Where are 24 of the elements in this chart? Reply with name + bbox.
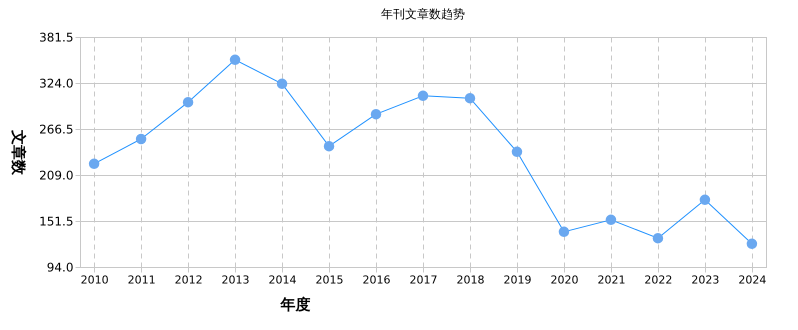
x-tick-label: 2011 — [128, 274, 156, 286]
y-tick-label: 266.5 — [39, 122, 74, 136]
x-tick-label: 2024 — [738, 274, 766, 286]
x-tick-label: 2016 — [362, 274, 391, 286]
y-tick-label: 209.0 — [39, 168, 74, 182]
x-tick-label: 2023 — [691, 274, 720, 286]
y-tick-label: 151.5 — [39, 214, 74, 228]
x-tick-label: 2019 — [503, 274, 532, 286]
chart-title: 年刊文章数趋势 — [381, 7, 465, 21]
x-tick-label: 2012 — [174, 274, 203, 286]
x-tick-label: 2014 — [268, 274, 297, 286]
x-tick-label: 2022 — [644, 274, 672, 286]
x-tick-label: 2020 — [550, 274, 578, 286]
y-axis-title: 文章数 — [10, 129, 28, 176]
x-tick-label: 2017 — [410, 274, 438, 286]
x-tick-label: 2015 — [316, 274, 344, 286]
x-tick-label: 2021 — [597, 274, 626, 286]
y-tick-label: 324.0 — [39, 76, 74, 90]
y-tick-label: 94.0 — [46, 260, 74, 274]
y-tick-label: 381.5 — [39, 30, 74, 44]
x-tick-label: 2010 — [80, 274, 109, 286]
x-tick-label: 2013 — [222, 274, 250, 286]
x-tick-label: 2018 — [456, 274, 484, 286]
x-axis-title: 年度 — [280, 296, 310, 314]
